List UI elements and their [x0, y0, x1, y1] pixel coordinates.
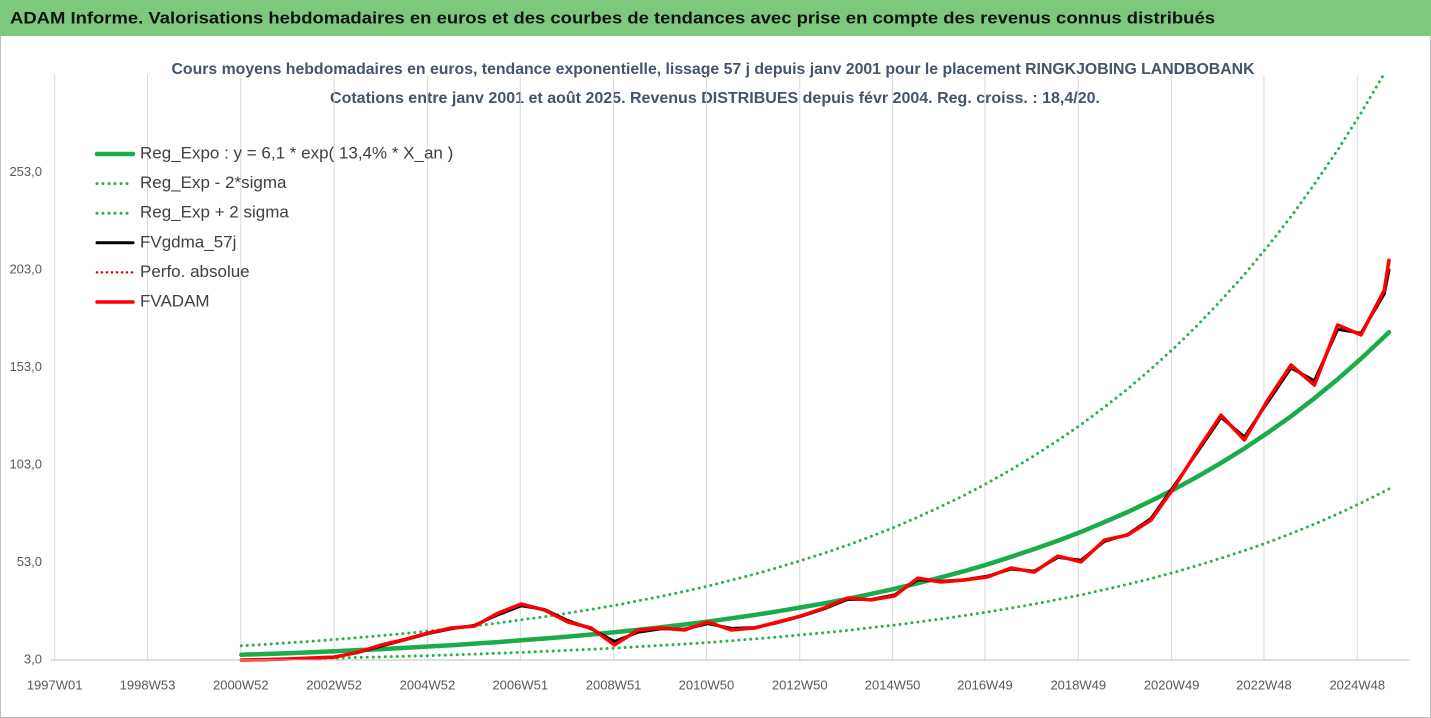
x-tick-label: 2024W48	[1329, 677, 1385, 692]
legend: Reg_Expo : y = 6,1 * exp( 13,4% * X_an )…	[94, 143, 453, 310]
chart-title: Cours moyens hebdomadaires en euros, ten…	[172, 61, 1255, 78]
x-tick-label: 2022W48	[1236, 677, 1292, 692]
legend-label: FVgdma_57j	[140, 232, 236, 251]
y-tick-label: 103,0	[9, 456, 42, 471]
y-tick-label: 53,0	[17, 554, 42, 569]
x-tick-label: 2012W50	[772, 677, 828, 692]
grid: 3,0 53,0 103,0 153,0 203,0 253,0 1997W01 1998W5…	[9, 75, 1385, 692]
legend-label: Reg_Exp - 2*sigma	[140, 173, 287, 192]
plot	[239, 75, 1392, 662]
x-tick-label: 2006W51	[492, 677, 548, 692]
x-tick-label: 1998W53	[120, 677, 176, 692]
series-line	[239, 329, 1392, 657]
header-bar	[0, 0, 1431, 36]
x-tick-label: 2004W52	[400, 677, 456, 692]
legend-label: Perfo. absolue	[140, 262, 250, 281]
x-tick-label: 2018W49	[1050, 677, 1106, 692]
series-line	[239, 75, 1386, 648]
x-tick-label: 2014W50	[865, 677, 921, 692]
series-line	[239, 258, 1391, 662]
x-tick-label: 2002W52	[306, 677, 362, 692]
x-tick-label: 2000W52	[213, 677, 269, 692]
x-tick-label: 2010W50	[679, 677, 735, 692]
y-tick-label: 3,0	[24, 651, 42, 666]
x-tick-label: 2020W49	[1144, 677, 1200, 692]
x-tick-label: 1997W01	[27, 677, 83, 692]
y-tick-label: 253,0	[9, 164, 42, 179]
legend-label: Reg_Exp + 2 sigma	[140, 203, 289, 222]
y-tick-label: 203,0	[9, 261, 42, 276]
x-tick-label: 2008W51	[586, 677, 642, 692]
y-tick-label: 153,0	[9, 359, 42, 374]
legend-label: Reg_Expo : y = 6,1 * exp( 13,4% * X_an )	[140, 143, 453, 162]
chart-subtitle: Cotations entre janv 2001 et août 2025. …	[330, 90, 1100, 107]
page-title: ADAM Informe. Valorisations hebdomadaire…	[10, 8, 1215, 27]
x-tick-label: 2016W49	[957, 677, 1013, 692]
legend-label: FVADAM	[140, 291, 210, 310]
